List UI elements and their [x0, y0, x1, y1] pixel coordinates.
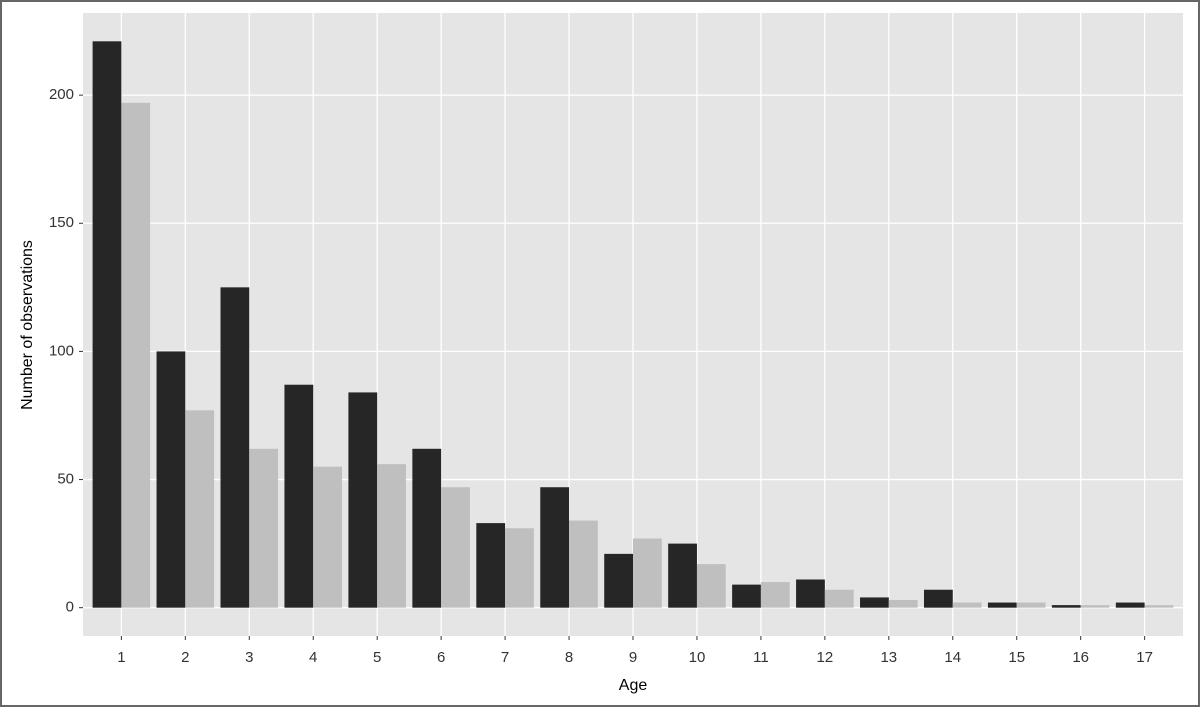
x-tick-label: 1 — [117, 649, 125, 666]
x-tick-label: 14 — [944, 649, 961, 666]
bar — [348, 392, 378, 608]
bar — [121, 102, 151, 608]
x-tick-label: 13 — [880, 649, 897, 666]
y-tick-label: 150 — [49, 214, 74, 231]
x-axis-title: Age — [619, 677, 648, 694]
bar — [313, 466, 343, 608]
bar — [249, 448, 279, 608]
y-tick-label: 200 — [49, 86, 74, 103]
bar — [696, 564, 726, 608]
x-tick-label: 11 — [753, 649, 769, 666]
x-tick-label: 16 — [1072, 649, 1089, 666]
bar — [888, 599, 918, 608]
bar — [92, 41, 122, 608]
bar — [668, 543, 697, 608]
x-tick-label: 10 — [689, 649, 706, 666]
bar — [377, 464, 406, 608]
bar — [156, 351, 186, 608]
x-tick-label: 15 — [1008, 649, 1025, 666]
bar — [1115, 602, 1145, 608]
bar — [860, 597, 889, 608]
bar — [1016, 602, 1046, 608]
bar — [633, 538, 662, 608]
x-tick-label: 8 — [565, 649, 573, 666]
bar — [987, 602, 1017, 608]
y-tick-label: 0 — [66, 599, 74, 616]
bar — [220, 287, 250, 608]
x-tick-label: 6 — [437, 649, 445, 666]
bar — [540, 487, 570, 608]
x-tick-label: 17 — [1136, 649, 1153, 666]
bar — [476, 523, 506, 608]
x-tick-label: 7 — [501, 649, 509, 666]
bar — [604, 553, 633, 608]
x-tick-label: 5 — [373, 649, 381, 666]
bar — [412, 448, 442, 608]
bar — [284, 384, 314, 608]
bar — [824, 589, 854, 608]
bar — [952, 602, 982, 608]
bar — [1144, 605, 1174, 608]
x-tick-label: 12 — [817, 649, 834, 666]
bar — [760, 582, 790, 608]
x-tick-label: 3 — [245, 649, 253, 666]
bar — [1080, 605, 1110, 608]
y-tick-label: 100 — [49, 342, 74, 359]
x-tick-label: 2 — [181, 649, 189, 666]
x-tick-label: 9 — [629, 649, 637, 666]
y-tick-label: 50 — [57, 471, 74, 488]
bar — [923, 589, 953, 608]
y-axis-title: Number of observations — [19, 240, 36, 410]
bar — [796, 579, 825, 608]
bar — [441, 487, 470, 608]
bar — [185, 410, 215, 608]
bar — [1051, 605, 1081, 608]
bar — [732, 584, 761, 608]
bar — [505, 528, 534, 608]
x-tick-label: 4 — [309, 649, 317, 666]
bar — [569, 520, 598, 608]
